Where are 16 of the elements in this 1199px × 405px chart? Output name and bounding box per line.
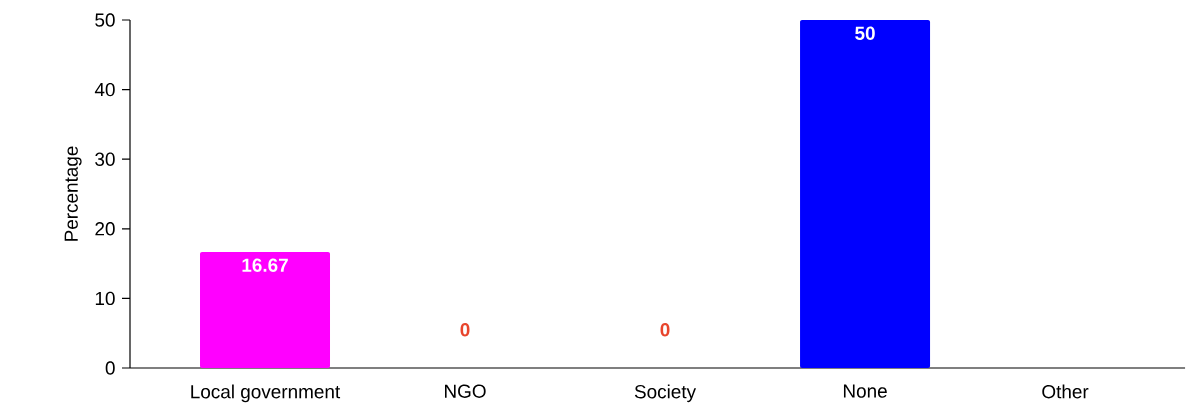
y-axis-title: Percentage (64, 146, 82, 241)
data-label: 0 (660, 323, 670, 337)
x-tick-label: Society (634, 384, 697, 403)
data-label: 0 (460, 323, 470, 337)
x-tick-label: NGO (445, 384, 486, 398)
x-tick-label: None (843, 384, 887, 398)
y-tick-label: 10 (95, 291, 115, 306)
y-tick-label: 20 (95, 222, 115, 236)
y-tick-label: 30 (95, 152, 115, 166)
y-tick-label: 40 (94, 82, 115, 97)
data-label: 16.67 (242, 258, 288, 272)
y-tick-label: 0 (105, 361, 115, 375)
x-tick-label: Other (1042, 384, 1089, 399)
x-tick-label: Local government (191, 384, 341, 403)
y-tick-label: 50 (95, 13, 115, 27)
data-label: 50 (855, 26, 875, 40)
